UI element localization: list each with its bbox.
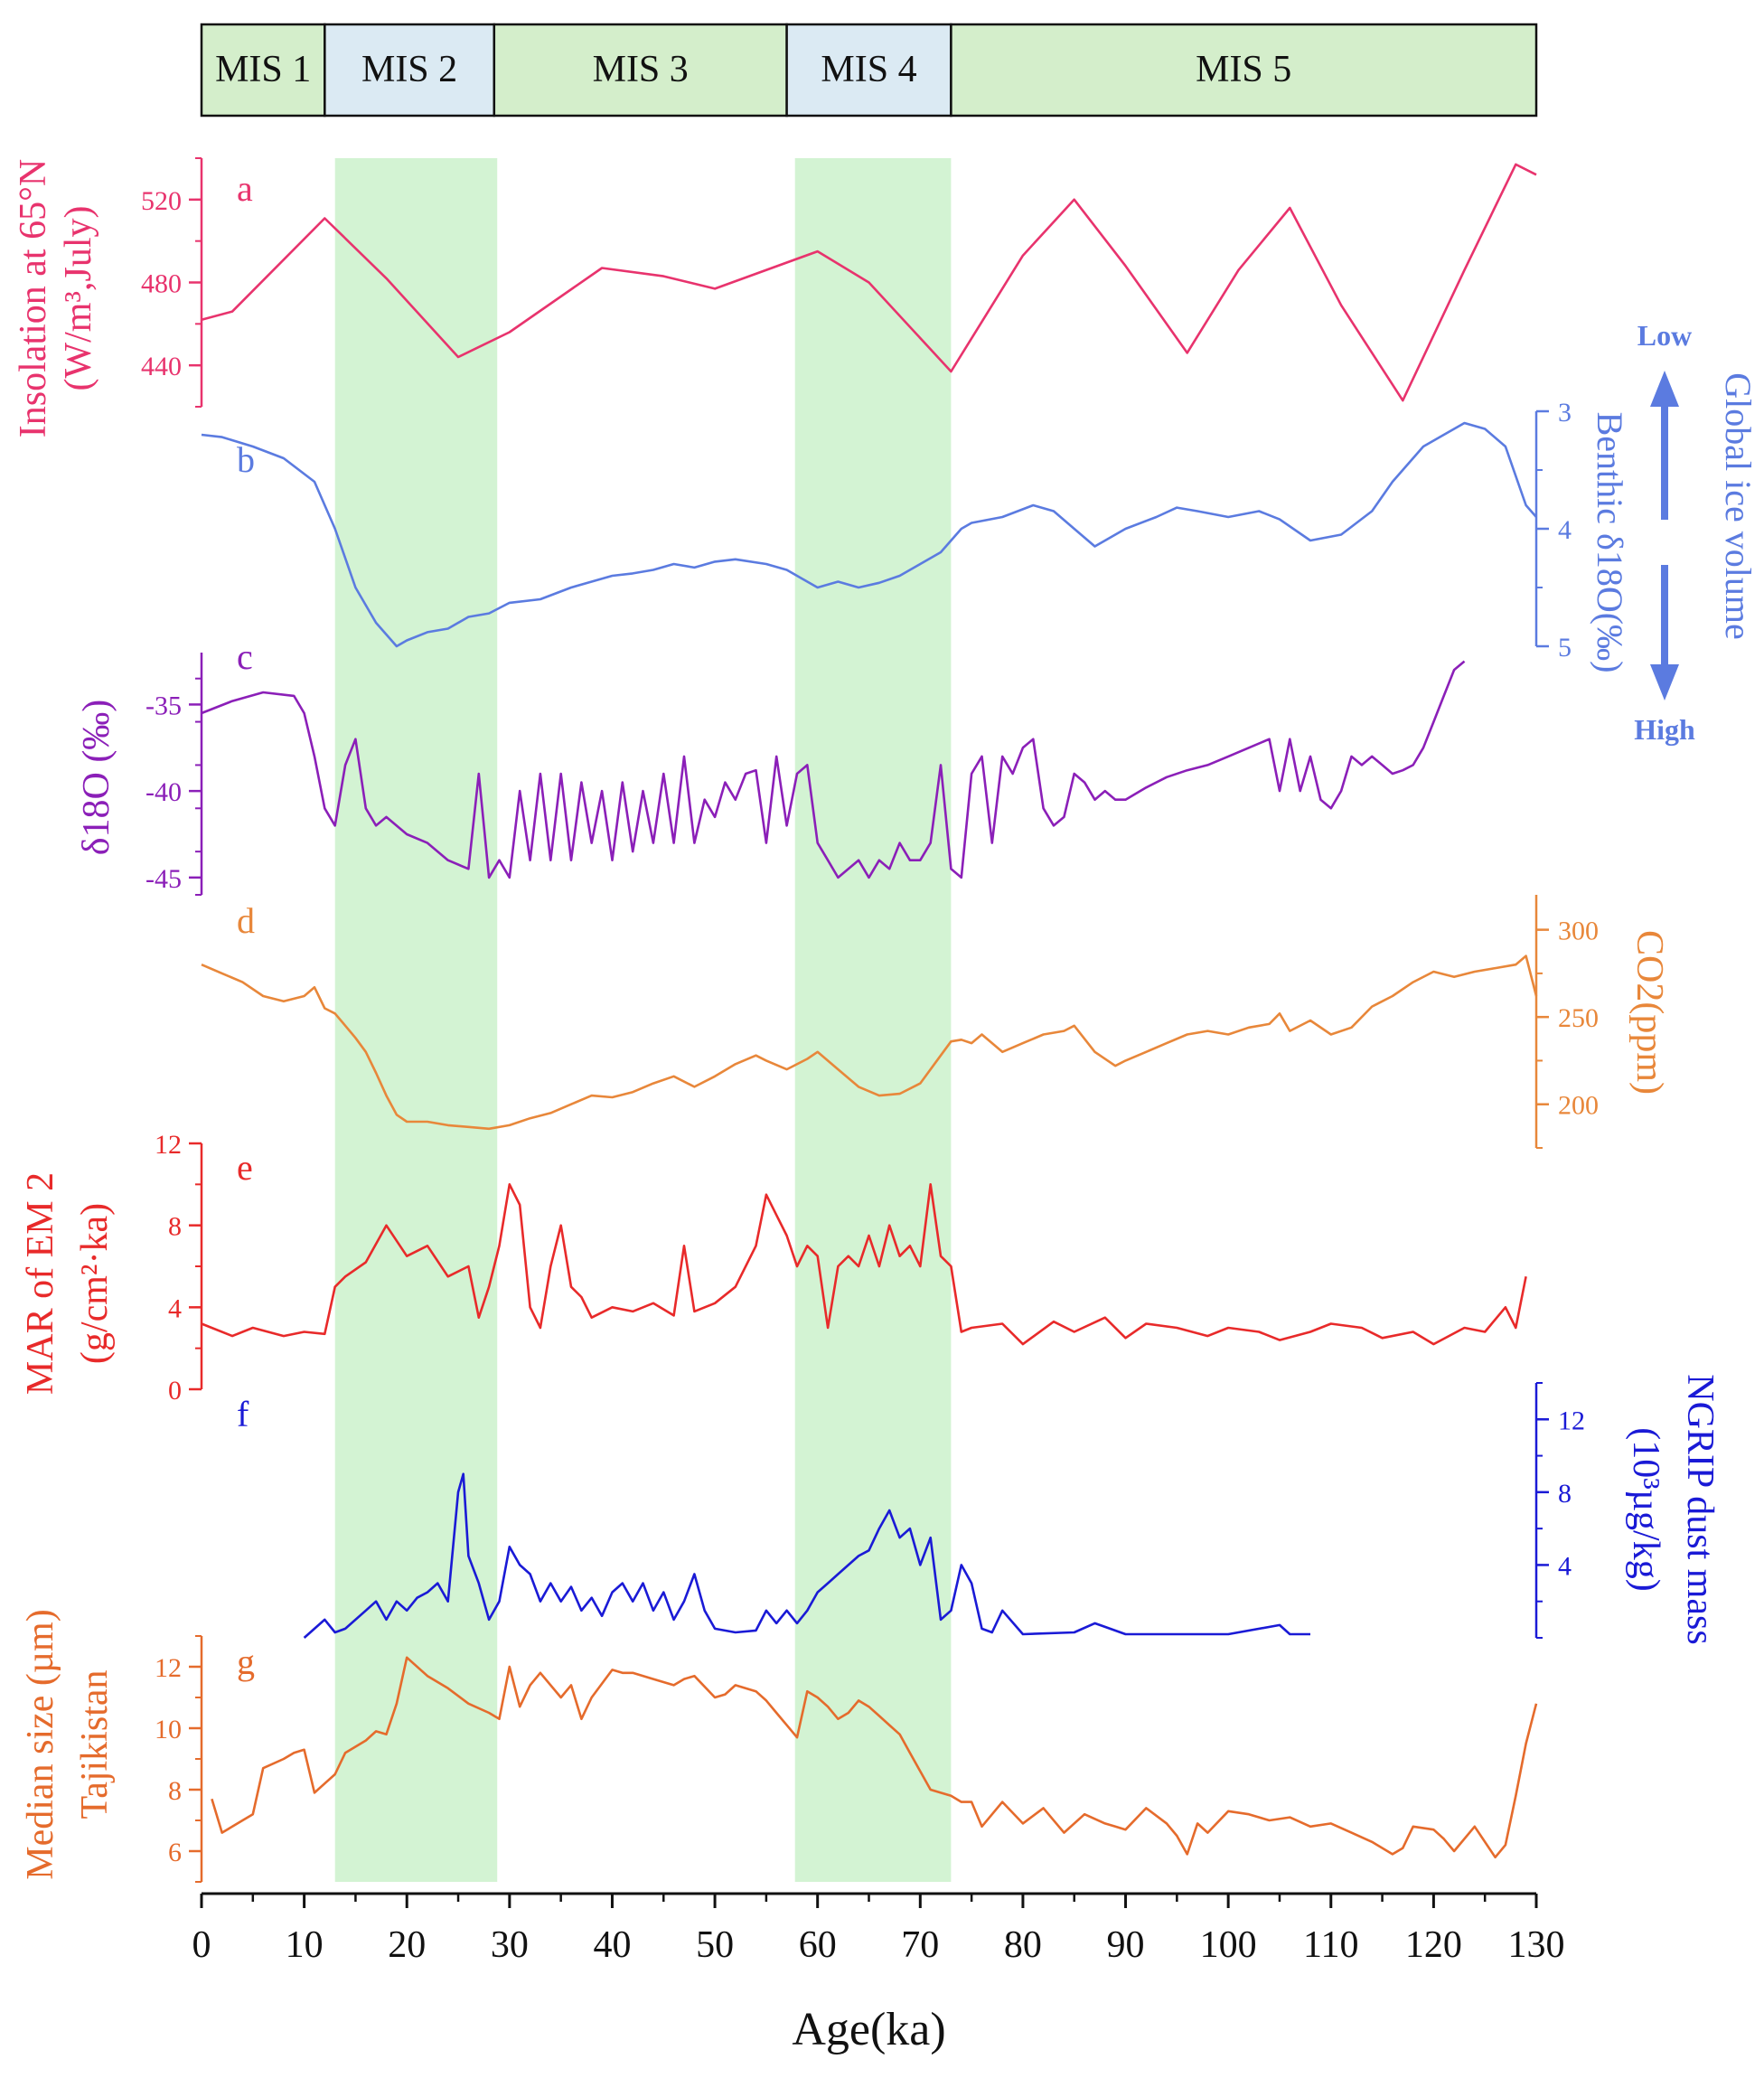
y-tick-label-e-12: 12 <box>155 1130 182 1160</box>
x-tick-label-80: 80 <box>1004 1924 1042 1966</box>
ylabel-dust-line1: NGRIP dust mass <box>1679 1374 1721 1644</box>
x-tick-label-110: 110 <box>1303 1924 1358 1966</box>
x-axis-title: Age(ka) <box>792 2004 945 2055</box>
y-tick-label-c--45: -45 <box>145 864 182 894</box>
shaded-band-2 <box>794 158 952 1882</box>
panel-letter-e: e <box>237 1147 253 1188</box>
ylabel-median-line1: Median size (µm) <box>20 1609 61 1879</box>
mis-stage-box-1 <box>200 23 326 118</box>
series-line-co2 <box>201 954 1538 1131</box>
mis-stage-box-5 <box>950 23 1538 118</box>
panel-letter-b: b <box>237 439 255 480</box>
ylabel-global-ice-volume: Global ice volume <box>1718 372 1759 639</box>
ylabel-co2: CO2(ppm) <box>1628 930 1670 1095</box>
panel-g: 6 8 10 12 g <box>155 1635 1538 1883</box>
ylabel-d18o: δ18O (‰) <box>76 700 117 856</box>
ylabel-mar-line2: (g/cm²·ka) <box>74 1203 116 1364</box>
ylabel-mar-line1: MAR of EM 2 <box>20 1172 61 1395</box>
arrow-label-low: Low <box>1637 319 1692 352</box>
mis-stage-label-5: MIS 5 <box>1196 49 1291 90</box>
ylabel-insolation-line1: Insolation at 65°N <box>13 159 54 437</box>
panel-letter-c: c <box>237 636 253 677</box>
series-line-median_size <box>211 1656 1538 1859</box>
x-tick-label-50: 50 <box>696 1924 734 1966</box>
x-axis: 0 10 20 30 40 50 60 70 80 90 100 110 120 130 Age(ka) <box>192 1892 1565 2055</box>
y-tick-label-d-200: 200 <box>1558 1091 1599 1121</box>
panel-f: 4 8 12 f <box>237 1382 1585 1639</box>
panel-b: 3 4 5 b <box>201 398 1572 663</box>
y-tick-label-a-440: 440 <box>141 352 182 381</box>
y-tick-label-f-4: 4 <box>1558 1551 1572 1581</box>
panel-letter-a: a <box>237 168 253 209</box>
y-tick-label-g-12: 12 <box>155 1653 182 1683</box>
ylabel-benthic: Benthic δ18O(‰) <box>1590 412 1630 673</box>
ylabel-insolation-line2: (W/m³,July) <box>58 205 99 390</box>
mis-stage-label-3: MIS 3 <box>593 49 689 90</box>
x-tick-label-10: 10 <box>286 1924 324 1966</box>
series-line-mar_em2 <box>201 1183 1527 1346</box>
x-tick-label-130: 130 <box>1508 1924 1565 1966</box>
ylabel-median-line2: Tajikistan <box>74 1669 116 1819</box>
data-panels: 440 480 520 a 3 4 5 b -35 -40 -45 c 200 250 300 d 0 4 8 12 e… <box>13 157 1759 1883</box>
x-tick-label-70: 70 <box>901 1924 939 1966</box>
x-tick-label-30: 30 <box>491 1924 529 1966</box>
panel-c: -35 -40 -45 c <box>145 636 1466 896</box>
mis-stage-box-3 <box>493 23 788 118</box>
x-tick-label-60: 60 <box>799 1924 837 1966</box>
y-tick-label-e-8: 8 <box>168 1212 182 1242</box>
y-tick-label-c--40: -40 <box>145 777 182 807</box>
arrow-down-head <box>1650 664 1679 701</box>
arrow-label-high: High <box>1634 713 1695 746</box>
y-tick-label-d-300: 300 <box>1558 917 1599 946</box>
y-tick-label-c--35: -35 <box>145 691 182 720</box>
y-tick-label-b-3: 3 <box>1558 398 1572 428</box>
y-tick-label-d-250: 250 <box>1558 1003 1599 1033</box>
mis-stage-label-1: MIS 1 <box>215 49 311 90</box>
y-tick-label-g-8: 8 <box>168 1776 182 1806</box>
panel-e: 0 4 8 12 e <box>155 1130 1527 1406</box>
y-tick-label-g-6: 6 <box>168 1838 182 1867</box>
y-tick-label-a-520: 520 <box>141 186 182 216</box>
panel-a: 440 480 520 a <box>141 157 1537 408</box>
shaded-band-1 <box>334 158 498 1882</box>
mis-stage-label-4: MIS 4 <box>821 49 916 90</box>
x-tick-label-90: 90 <box>1107 1924 1145 1966</box>
x-tick-label-40: 40 <box>593 1924 631 1966</box>
y-tick-label-f-8: 8 <box>1558 1479 1572 1509</box>
y-tick-label-e-4: 4 <box>168 1293 182 1323</box>
panel-d: 200 250 300 d <box>201 895 1599 1149</box>
series-line-insolation <box>201 163 1537 402</box>
panel-letter-d: d <box>237 900 255 941</box>
y-tick-label-a-480: 480 <box>141 269 182 299</box>
y-tick-label-f-12: 12 <box>1558 1406 1585 1435</box>
y-tick-label-e-0: 0 <box>168 1376 182 1406</box>
series-line-ngrip_d18o <box>201 660 1466 879</box>
series-line-ngrip_dust <box>303 1472 1310 1639</box>
x-tick-label-0: 0 <box>192 1924 211 1966</box>
glacial-shaded-bands <box>334 158 952 1882</box>
y-tick-label-b-4: 4 <box>1558 515 1572 545</box>
series-line-benthic_d18o <box>201 421 1537 648</box>
x-tick-label-100: 100 <box>1200 1924 1257 1966</box>
mis-stage-box-2 <box>324 23 496 118</box>
arrow-up-head <box>1650 371 1679 407</box>
mis-stage-label-2: MIS 2 <box>361 49 457 90</box>
panel-letter-g: g <box>237 1641 255 1682</box>
panel-letter-f: f <box>237 1394 249 1434</box>
x-tick-label-20: 20 <box>388 1924 426 1966</box>
y-tick-label-g-10: 10 <box>155 1715 182 1744</box>
ylabel-dust-line2: (10³µg/kg) <box>1625 1427 1666 1591</box>
x-tick-label-120: 120 <box>1405 1924 1462 1966</box>
mis-stage-bar: MIS 1 MIS 2 MIS 3 MIS 4 MIS 5 <box>200 23 1538 118</box>
y-tick-label-b-5: 5 <box>1558 633 1572 663</box>
